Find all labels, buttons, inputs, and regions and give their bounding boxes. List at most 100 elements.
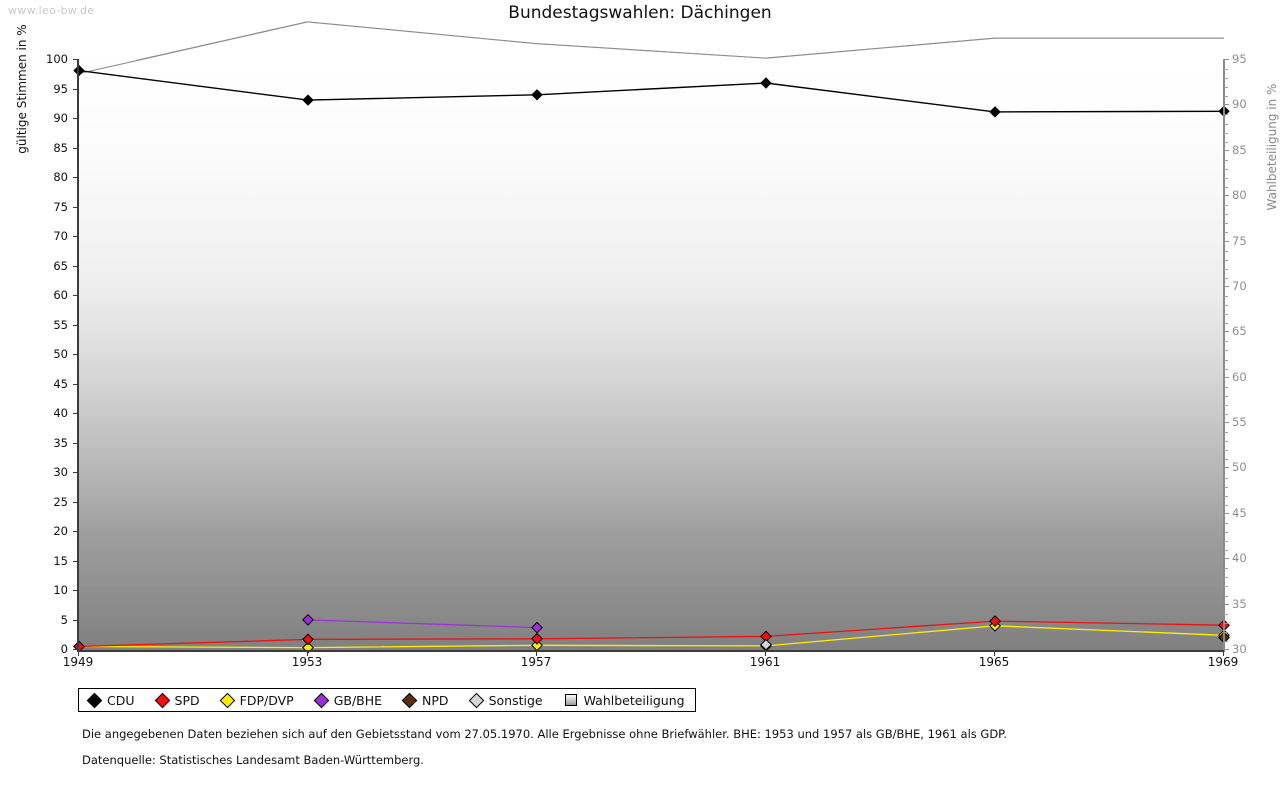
tick-mark — [1223, 467, 1229, 469]
plot-area — [73, 21, 1230, 654]
y-tick-left: 5 — [28, 613, 79, 627]
y-tick-right: 90 — [1223, 97, 1262, 111]
tick-mark-minor — [1224, 187, 1228, 189]
y-tick-left: 35 — [28, 436, 79, 450]
series-cdu — [73, 64, 1230, 118]
tick-mark — [1223, 512, 1229, 514]
y-tick-right: 50 — [1223, 460, 1262, 474]
y-tick-right: 95 — [1223, 52, 1262, 66]
legend-marker-icon — [468, 692, 484, 708]
legend-item-sonstige[interactable]: Sonstige — [468, 692, 543, 708]
legend-item-gb-bhe[interactable]: GB/BHE — [313, 692, 383, 708]
tick-mark-minor — [1224, 386, 1228, 388]
tick-mark-minor — [1224, 577, 1228, 579]
legend-marker-icon — [313, 692, 329, 708]
tick-mark — [73, 560, 79, 562]
tick-mark-minor — [1224, 368, 1228, 370]
y-tick-left: 85 — [28, 141, 79, 155]
y-tick-right: 80 — [1223, 188, 1262, 202]
y-tick-right: 40 — [1223, 551, 1262, 565]
y-tick-left: 90 — [28, 111, 79, 125]
y-tick-left: 0 — [28, 642, 79, 656]
tick-mark — [73, 442, 79, 444]
tick-mark — [73, 295, 79, 296]
x-tick: 1949 — [62, 655, 94, 669]
tick-mark — [1223, 422, 1229, 424]
tick-mark — [73, 177, 79, 178]
footnote-source: Datenquelle: Statistisches Landesamt Bad… — [82, 753, 424, 767]
tick-mark — [73, 501, 79, 503]
tick-mark-minor — [1224, 477, 1228, 479]
tick-mark-minor — [1224, 414, 1228, 415]
marker-SPD — [531, 632, 543, 645]
legend-item-spd[interactable]: SPD — [154, 692, 200, 708]
tick-mark-minor — [1224, 78, 1228, 80]
legend-marker-icon — [154, 692, 170, 708]
line-FDP/DVP — [78, 625, 1225, 649]
tick-mark-minor — [1224, 395, 1228, 397]
marker-CDU — [760, 77, 772, 89]
tick-mark — [1223, 376, 1229, 378]
y-tick-right: 30 — [1223, 642, 1262, 656]
wahlbeteiligung-line — [78, 21, 1224, 75]
tick-mark-minor — [1224, 522, 1228, 524]
tick-mark-minor — [1224, 141, 1228, 143]
tick-mark-minor — [1224, 359, 1228, 361]
legend-item-wahlbeteiligung[interactable]: Wahlbeteiligung — [564, 693, 685, 708]
tick-mark-minor — [1224, 168, 1228, 170]
tick-mark-minor — [1224, 159, 1228, 161]
tick-mark-minor — [1224, 205, 1228, 207]
y-tick-right: 75 — [1223, 234, 1262, 248]
legend-label: NPD — [422, 692, 449, 708]
legend-item-cdu[interactable]: CDU — [86, 692, 135, 708]
tick-mark-minor — [1224, 250, 1228, 252]
legend-item-npd[interactable]: NPD — [401, 692, 449, 708]
marker-CDU — [989, 106, 1001, 118]
x-tick-mark — [78, 650, 79, 656]
tick-mark — [1223, 59, 1229, 60]
tick-mark-minor — [1224, 323, 1228, 325]
legend-item-fdp-dvp[interactable]: FDP/DVP — [219, 692, 294, 708]
series-wahlbeteiligung — [78, 21, 1224, 650]
x-tick: 1953 — [291, 655, 323, 669]
legend-label: CDU — [107, 692, 135, 708]
tick-mark-minor — [1224, 550, 1228, 552]
x-tick-mark — [765, 650, 766, 656]
tick-mark — [73, 206, 79, 208]
y-tick-left: 75 — [28, 200, 79, 214]
tick-mark — [1223, 603, 1229, 605]
legend-marker-icon — [86, 692, 103, 708]
tick-mark — [73, 413, 79, 414]
y-tick-left: 55 — [28, 318, 79, 332]
y-tick-right: 55 — [1223, 415, 1262, 429]
tick-mark-minor — [1224, 613, 1228, 615]
tick-mark — [1223, 285, 1229, 287]
y-tick-right: 35 — [1223, 597, 1262, 611]
marker-CDU — [73, 64, 85, 77]
tick-mark — [73, 472, 79, 473]
page-title: Bundestagswahlen: Dächingen — [508, 3, 772, 23]
legend-marker-icon — [219, 692, 235, 708]
x-tick: 1961 — [749, 655, 781, 669]
marker-Sonstige — [760, 638, 772, 651]
tick-mark-minor — [1224, 132, 1228, 134]
tick-mark — [1223, 649, 1229, 650]
marker-FDP/DVP — [302, 641, 314, 654]
tick-mark-minor — [1224, 486, 1228, 488]
x-tick: 1957 — [520, 655, 552, 669]
y-tick-left: 10 — [28, 583, 79, 597]
y-tick-right: 45 — [1223, 506, 1262, 520]
legend-label: GB/BHE — [333, 692, 383, 708]
y-tick-right: 65 — [1223, 324, 1262, 338]
line-SPD — [78, 620, 1225, 648]
marker-GB/BHE — [531, 621, 543, 634]
y-axis-left-title: gültige Stimmen in % — [15, 24, 29, 154]
x-tick-mark — [536, 650, 537, 656]
tick-mark — [73, 590, 79, 591]
tick-mark-minor — [1224, 495, 1228, 497]
tick-mark — [73, 265, 79, 267]
x-tick-mark — [307, 650, 308, 656]
tick-mark-minor — [1224, 622, 1228, 624]
watermark: www.leo-bw.de — [8, 4, 95, 17]
